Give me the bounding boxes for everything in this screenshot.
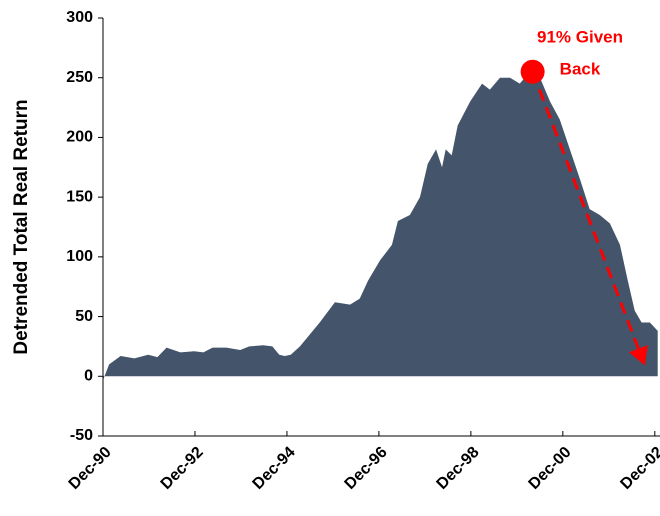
x-tick-label: Dec-96: [342, 444, 391, 493]
area: [103, 71, 658, 380]
x-tick-label: Dec-02: [617, 444, 660, 493]
y-tick-label: 200: [66, 129, 93, 146]
y-tick-label: 100: [66, 248, 93, 265]
peak-marker: [520, 59, 545, 84]
x-tick-label: Dec-98: [434, 444, 483, 493]
y-axis-label: Detrended Total Real Return: [11, 99, 32, 354]
x-tick-label: Dec-90: [66, 444, 115, 493]
annotation-text: 91% Given: [537, 27, 623, 46]
arrow-line: [531, 71, 640, 350]
x-tick-label: Dec-94: [250, 444, 299, 493]
x-tick-label: Dec-00: [526, 444, 575, 493]
y-tick-label: 250: [66, 69, 93, 86]
y-tick-label: 150: [66, 188, 93, 205]
y-tick-label: -50: [70, 427, 93, 444]
y-tick-label: 300: [66, 9, 93, 26]
y-tick-label: 50: [75, 308, 93, 325]
y-tick-label: 0: [84, 368, 93, 385]
arrow-head: [629, 345, 648, 366]
x-tick-label: Dec-92: [158, 444, 207, 493]
annotation-text: Back: [560, 59, 601, 78]
